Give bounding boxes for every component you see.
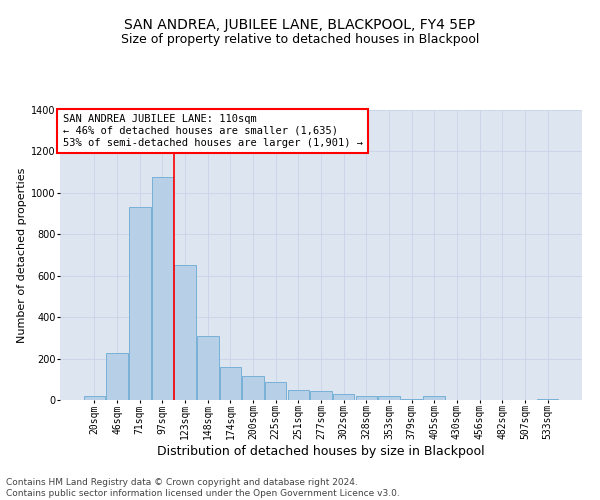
Bar (265, 382, 286, 400)
Bar (106, 354, 128, 400)
Bar (242, 376, 264, 400)
Bar (175, 266, 196, 400)
Bar (152, 178, 173, 400)
Bar (401, 399, 422, 400)
Bar (378, 396, 400, 400)
Text: SAN ANDREA JUBILEE LANE: 110sqm
← 46% of detached houses are smaller (1,635)
53%: SAN ANDREA JUBILEE LANE: 110sqm ← 46% of… (62, 114, 362, 148)
Bar (537, 399, 558, 400)
X-axis label: Distribution of detached houses by size in Blackpool: Distribution of detached houses by size … (157, 445, 485, 458)
Bar (220, 367, 241, 400)
Bar (333, 394, 355, 400)
Y-axis label: Number of detached properties: Number of detached properties (17, 168, 27, 342)
Text: SAN ANDREA, JUBILEE LANE, BLACKPOOL, FY4 5EP: SAN ANDREA, JUBILEE LANE, BLACKPOOL, FY4… (124, 18, 476, 32)
Bar (310, 390, 332, 400)
Text: Contains HM Land Registry data © Crown copyright and database right 2024.
Contai: Contains HM Land Registry data © Crown c… (6, 478, 400, 498)
Bar (197, 336, 218, 400)
Bar (129, 208, 151, 400)
Bar (287, 390, 309, 400)
Bar (356, 396, 377, 400)
Bar (84, 396, 105, 400)
Bar (424, 396, 445, 400)
Text: Size of property relative to detached houses in Blackpool: Size of property relative to detached ho… (121, 32, 479, 46)
